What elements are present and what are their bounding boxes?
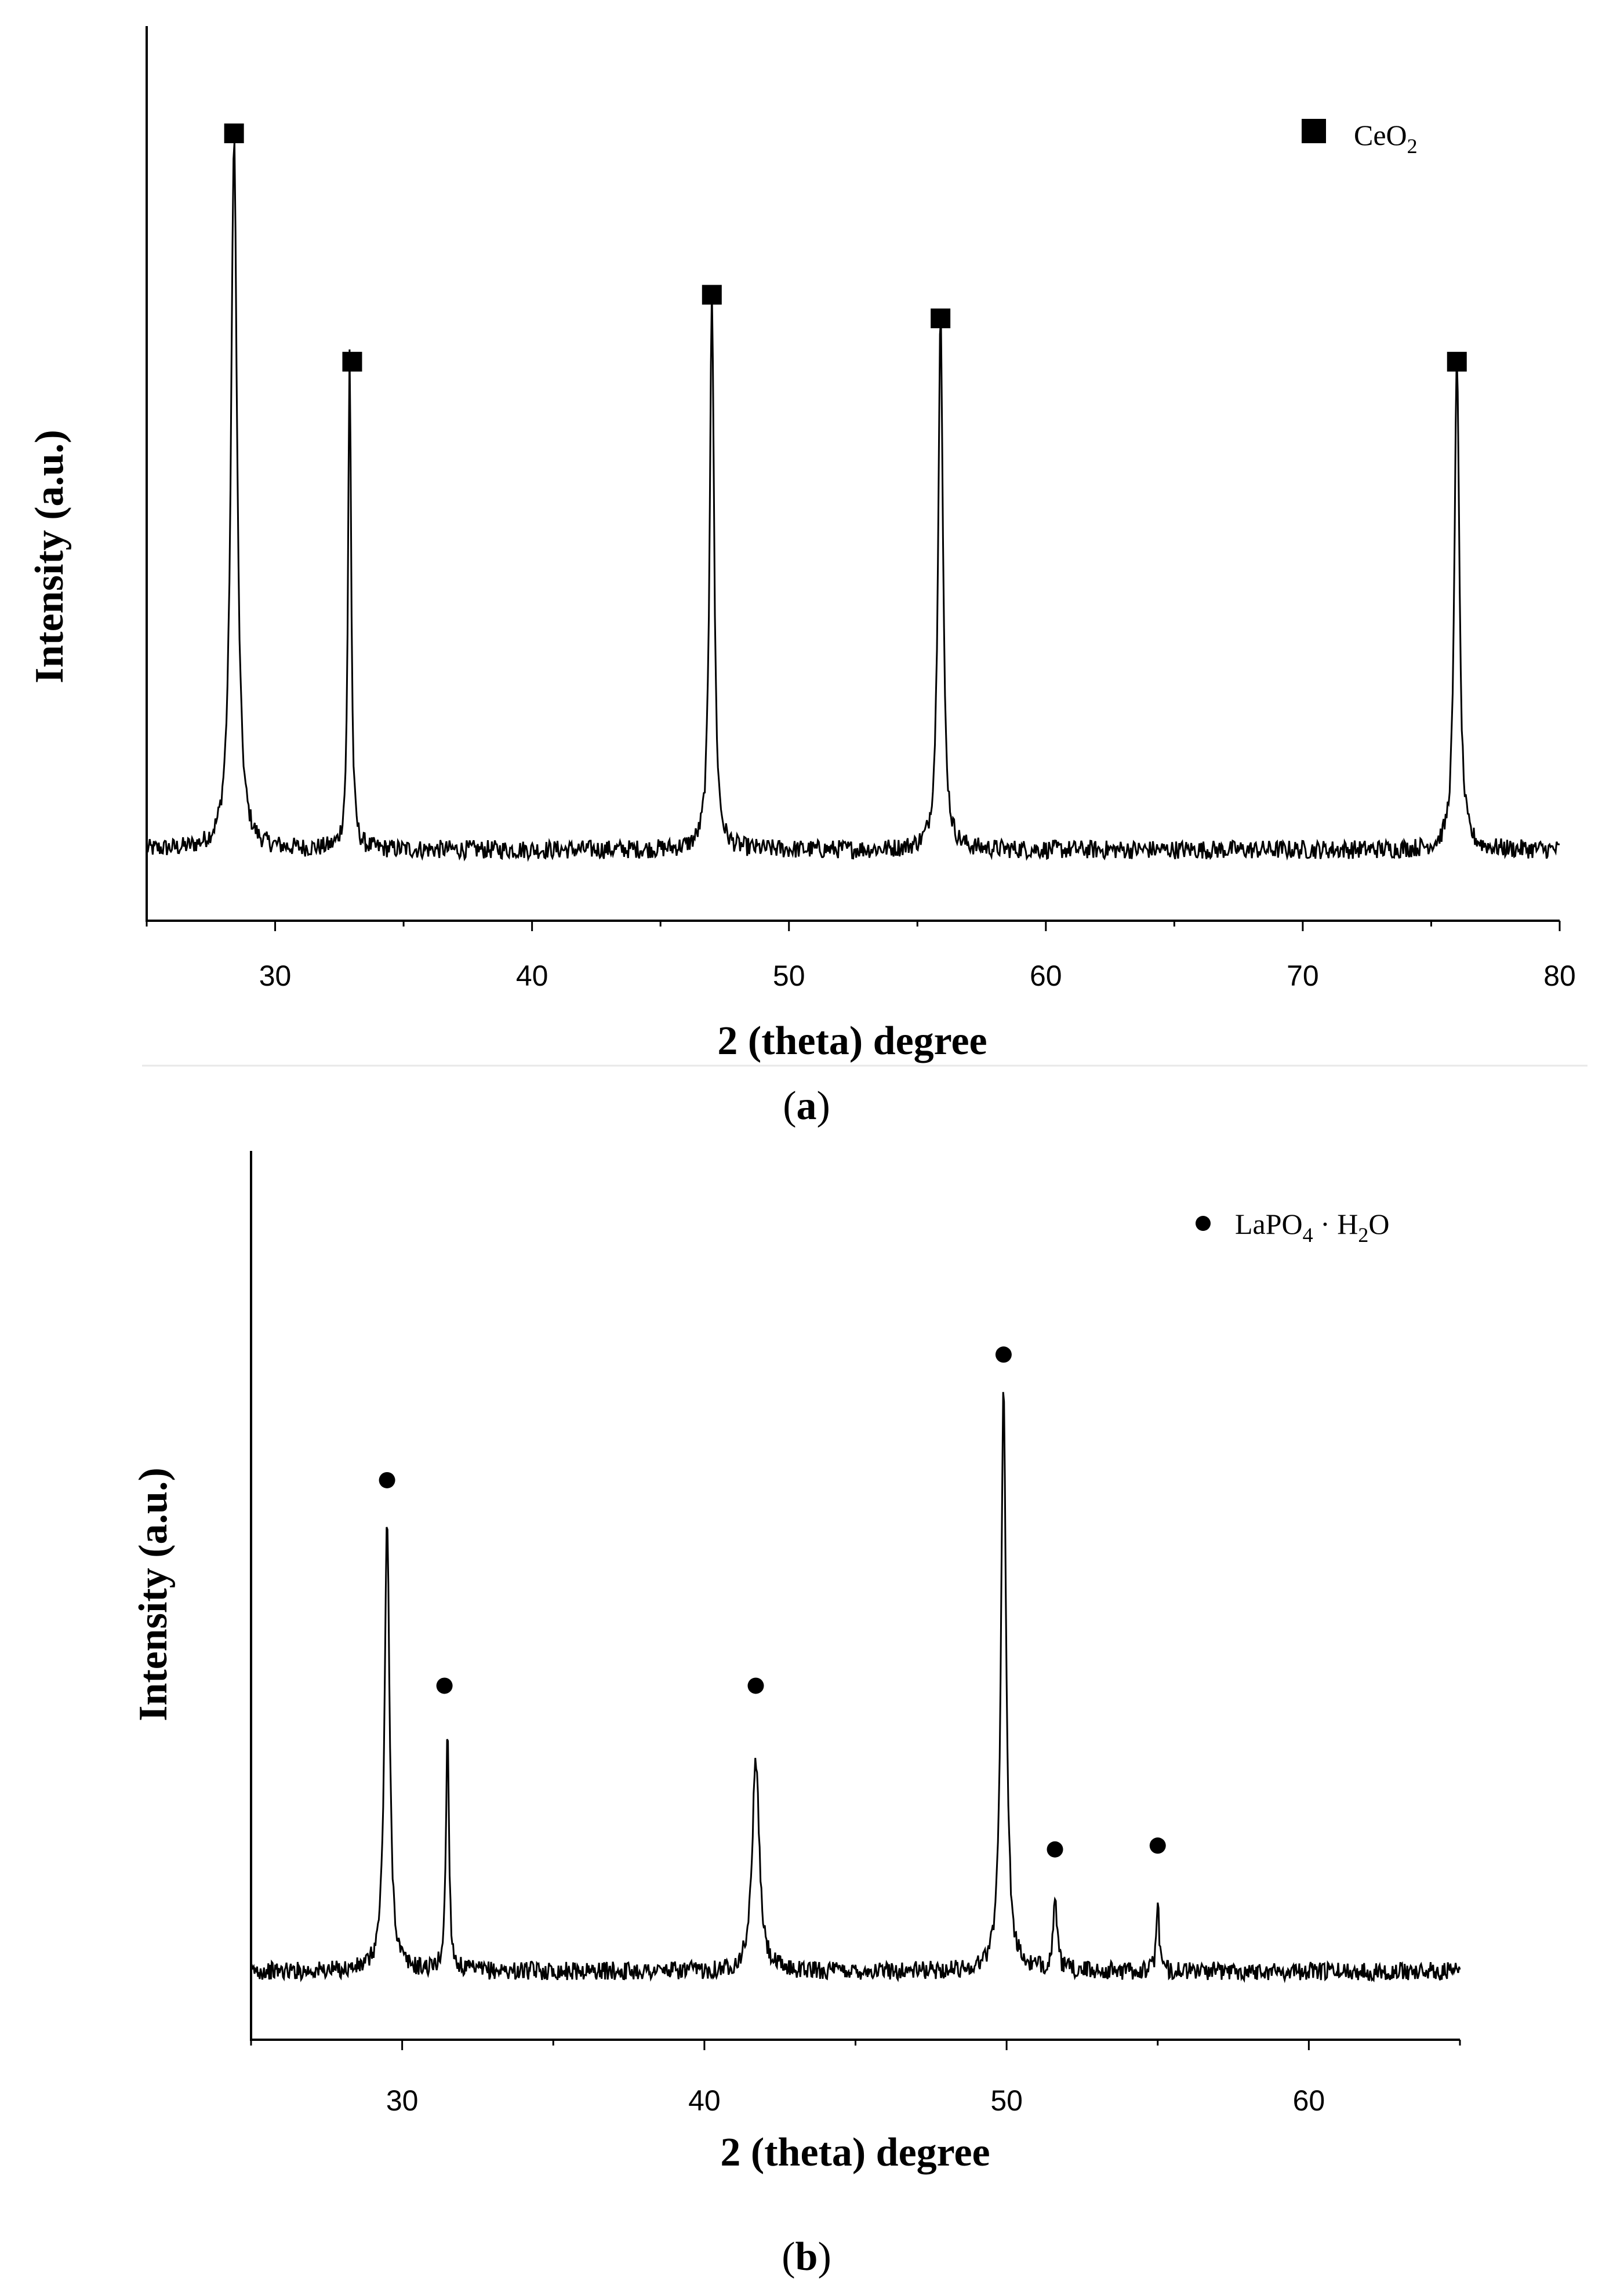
x-tick-label: 50 bbox=[773, 960, 805, 992]
x-ticks: 30 40 50 60 70 80 bbox=[146, 921, 1576, 992]
x-tick-label: 80 bbox=[1543, 960, 1576, 992]
x-tick-label: 60 bbox=[1293, 2084, 1325, 2117]
peak-marker-circle bbox=[379, 1472, 395, 1488]
x-ticks: 30 40 50 60 bbox=[250, 2040, 1461, 2117]
y-axis-title: Intensity (a.u.) bbox=[27, 430, 72, 684]
peak-markers bbox=[224, 123, 1467, 372]
x-axis-title: 2 (theta) degree bbox=[717, 1019, 987, 1063]
legend-label: CeO2 bbox=[1354, 119, 1418, 158]
caption-b: (b) bbox=[782, 2235, 831, 2279]
x-axis-title: 2 (theta) degree bbox=[720, 2130, 990, 2175]
caption-a: (a) bbox=[783, 1084, 830, 1128]
peak-marker-circle bbox=[1149, 1837, 1166, 1854]
x-tick-label: 30 bbox=[259, 960, 292, 992]
x-tick-label: 40 bbox=[688, 2084, 721, 2117]
peak-marker-circle bbox=[436, 1677, 453, 1694]
x-tick-label: 50 bbox=[990, 2084, 1023, 2117]
x-tick-label: 40 bbox=[516, 960, 548, 992]
peak-marker-square bbox=[702, 285, 722, 305]
xrd-curve bbox=[146, 141, 1560, 862]
chart-panel-b: 30 40 50 60 LaPO4 · H2O 2 (theta) degree In… bbox=[131, 1151, 1461, 2175]
peak-marker-square bbox=[342, 351, 362, 372]
x-tick-label: 70 bbox=[1287, 960, 1319, 992]
peak-marker-circle bbox=[747, 1677, 764, 1694]
peak-marker-circle bbox=[1047, 1841, 1063, 1858]
x-tick-label: 30 bbox=[386, 2084, 419, 2117]
peak-marker-square bbox=[224, 123, 244, 143]
x-tick-label: 60 bbox=[1030, 960, 1062, 992]
peak-marker-circle bbox=[995, 1346, 1012, 1363]
legend-square-icon bbox=[1302, 119, 1326, 143]
legend-label: LaPO4 · H2O bbox=[1235, 1208, 1390, 1247]
peak-marker-square bbox=[1447, 351, 1467, 372]
legend-circle-icon bbox=[1196, 1216, 1211, 1231]
chart-panel-a: 30 40 50 60 70 80 CeO2 2 (theta) degree Inten… bbox=[27, 26, 1576, 1063]
peak-markers bbox=[379, 1346, 1166, 1858]
xrd-curve bbox=[250, 1392, 1461, 1983]
y-axis-title: Intensity (a.u.) bbox=[131, 1467, 176, 1721]
peak-marker-square bbox=[931, 308, 951, 329]
